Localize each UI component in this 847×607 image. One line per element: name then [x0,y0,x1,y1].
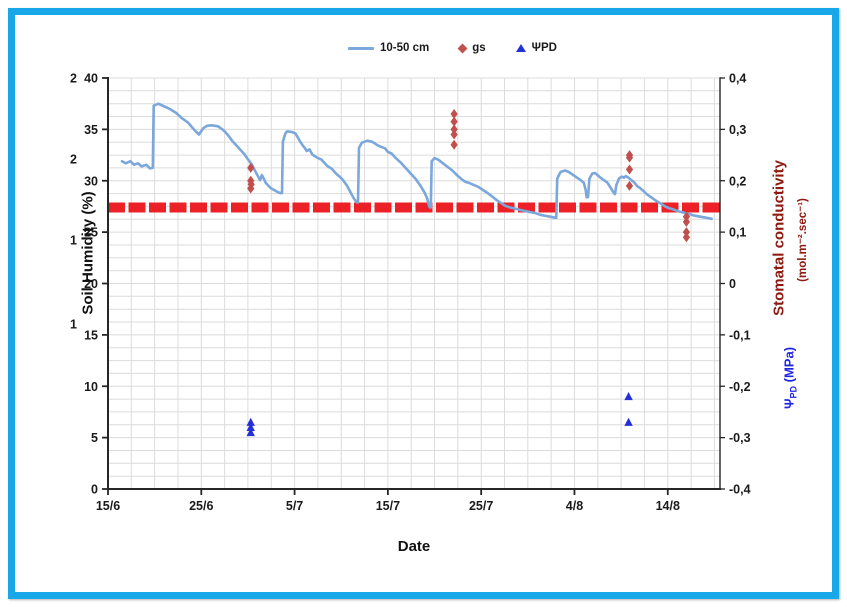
svg-text:2: 2 [70,72,77,86]
svg-text:20: 20 [84,277,98,291]
svg-text:5/7: 5/7 [286,499,303,513]
svg-text:5: 5 [91,431,98,445]
svg-text:-0,4: -0,4 [729,483,751,497]
svg-text:0,2: 0,2 [729,174,746,188]
svg-text:0,3: 0,3 [729,123,746,137]
legend-item-humidity: 10-50 cm [348,42,429,54]
svg-text:25/6: 25/6 [189,499,213,513]
legend-item-psi: ΨPD [515,42,557,54]
gridlines [108,77,720,489]
left-axis-title: Soil Humidity (%) [79,191,97,315]
legend-label-humidity: 10-50 cm [380,42,430,54]
right-axis-title-stomatal: Stomatal conductivity [770,160,788,316]
x-axis-title: Date [397,538,431,555]
svg-text:1: 1 [70,317,77,331]
svg-text:15: 15 [84,328,98,342]
svg-text:-0,2: -0,2 [729,380,751,394]
svg-text:25/7: 25/7 [469,499,493,513]
right-axis-units: (mol.m⁻².sec⁻¹) [797,198,809,282]
svg-text:4/8: 4/8 [566,499,583,513]
svg-text:0: 0 [91,483,98,497]
line-sample-icon [348,46,374,50]
triangle-icon [515,44,526,52]
diamond-icon [457,43,468,53]
psi-symbol: Ψ [781,398,797,410]
svg-text:35: 35 [84,123,98,137]
humidity-line [120,102,713,221]
psi-unit: (MPa) [781,346,797,386]
svg-text:0: 0 [729,277,736,291]
psi-subscript: PD [788,385,799,399]
svg-text:14/8: 14/8 [656,499,680,513]
svg-text:2: 2 [70,153,77,167]
svg-text:10: 10 [84,380,98,394]
svg-text:0,1: 0,1 [729,226,746,240]
right-axis-title-psi: ΨPD (MPa) [782,347,799,409]
svg-text:0,4: 0,4 [729,72,746,86]
legend-label-gs: gs [472,42,486,54]
svg-text:-0,1: -0,1 [729,328,751,342]
svg-text:25: 25 [84,226,98,240]
svg-text:30: 30 [84,174,98,188]
svg-text:-0,3: -0,3 [729,431,751,445]
figure-border [8,8,839,599]
svg-text:40: 40 [84,72,98,86]
chart-legend: 10-50 cm gs ΨPD [348,42,557,54]
svg-text:15/6: 15/6 [96,499,120,513]
legend-item-gs: gs [457,42,486,54]
legend-label-psi: ΨPD [531,42,557,54]
svg-text:15/7: 15/7 [376,499,400,513]
axis-ticks [102,77,725,495]
svg-text:1: 1 [70,233,77,247]
tick-labels: 0 5 10 15 20 25 30 35 40 2 2 1 1 0,4 0,3 0,2 0,1 0 -0,1 -0,… [70,72,751,514]
